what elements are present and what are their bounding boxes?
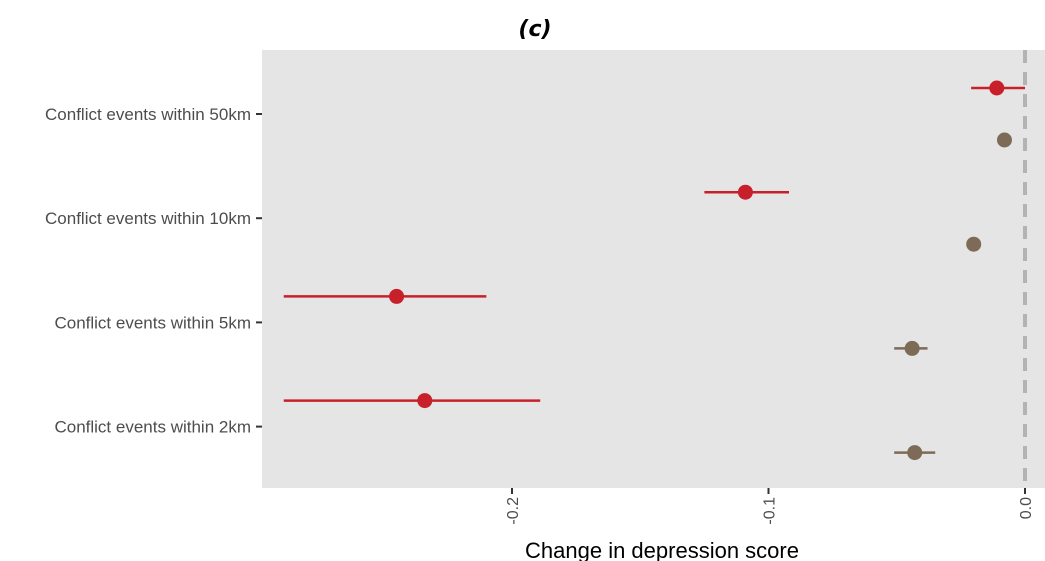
point-estimate bbox=[989, 80, 1005, 96]
point-estimate bbox=[417, 393, 433, 409]
point-estimate bbox=[904, 340, 920, 356]
y-tick-label: Conflict events within 10km bbox=[45, 209, 251, 228]
x-axis-label: Change in depression score bbox=[525, 538, 799, 561]
point-estimate bbox=[966, 236, 982, 252]
marks-layer bbox=[283, 80, 1025, 461]
point-estimate bbox=[996, 132, 1012, 148]
y-tick-label: Conflict events within 50km bbox=[45, 105, 251, 124]
x-tick-label: -0.2 bbox=[505, 497, 522, 525]
point-estimate bbox=[737, 184, 753, 200]
plot-panel bbox=[262, 50, 1045, 488]
chart-title: (c) bbox=[518, 17, 551, 42]
y-axis: Conflict events within 50km Conflict even… bbox=[45, 105, 262, 437]
x-axis: -0.2 -0.1 0.0 bbox=[505, 488, 1035, 525]
x-tick-label: -0.1 bbox=[762, 497, 779, 525]
point-estimate bbox=[907, 445, 923, 461]
x-tick-label: 0.0 bbox=[1018, 497, 1035, 519]
y-tick-label: Conflict events within 5km bbox=[54, 313, 251, 332]
y-tick-label: Conflict events within 2km bbox=[54, 418, 251, 437]
point-estimate bbox=[389, 288, 405, 304]
